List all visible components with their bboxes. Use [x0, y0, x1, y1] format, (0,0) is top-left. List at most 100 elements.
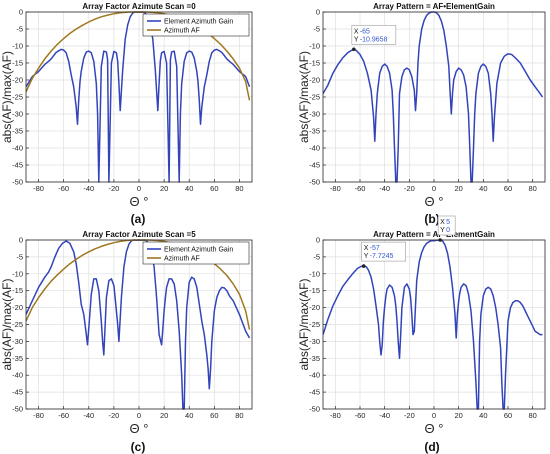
datatip: X 5Y 0 — [437, 215, 456, 242]
y-tick-label: -40 — [309, 144, 320, 153]
panel-caption: (b) — [424, 212, 439, 226]
x-axis-label: Θ ° — [425, 421, 444, 436]
y-tick-label: -5 — [313, 25, 320, 34]
datatip-y-value: -10.9658 — [360, 36, 388, 43]
x-tick-label: 40 — [479, 184, 487, 193]
panel-caption: (a) — [131, 212, 146, 226]
y-tick-label: -5 — [313, 252, 320, 261]
datatip: X -65Y -10.9658 — [351, 24, 397, 52]
y-tick-label: -20 — [12, 303, 23, 312]
chart-legend: Element Azimuth Gain Azimuth AF — [142, 13, 250, 37]
x-tick-label: 60 — [504, 184, 512, 193]
x-tick-label: 40 — [185, 184, 193, 193]
y-tick-label: -30 — [309, 110, 320, 119]
chart-title: Array Pattern = AF•ElementGain — [373, 230, 495, 239]
x-tick-label: -20 — [108, 411, 119, 420]
y-tick-label: -30 — [12, 110, 23, 119]
datatip-x-key: X — [440, 219, 445, 226]
x-tick-label: 80 — [528, 411, 536, 420]
y-tick-label: 0 — [316, 236, 320, 245]
x-tick-label: -60 — [355, 184, 366, 193]
x-tick-label: -80 — [33, 184, 44, 193]
x-tick-label: -40 — [83, 411, 94, 420]
legend-entry: Azimuth AF — [164, 28, 200, 35]
y-tick-label: 0 — [316, 8, 320, 17]
chart-panel-c: -80 -60 -40 -20 0 20 40 60 80 0 -5 -10 -15 -20 -25 -30 -… — [0, 230, 253, 436]
x-tick-label: -80 — [330, 184, 341, 193]
x-tick-label: 80 — [528, 184, 536, 193]
legend-box — [142, 13, 250, 37]
datatip-y-value: -7.7245 — [370, 253, 394, 260]
datatip-x-value: 5 — [446, 219, 450, 226]
legend-box — [142, 241, 250, 265]
datatip-marker — [438, 238, 442, 242]
y-tick-label: 0 — [19, 236, 23, 245]
y-tick-label: -35 — [309, 127, 320, 136]
y-tick-label: -10 — [12, 269, 23, 278]
chart-title: Array Factor Azimute Scan =0 — [82, 2, 196, 11]
x-tick-label: 60 — [210, 184, 218, 193]
y-tick-label: -15 — [12, 59, 23, 68]
x-tick-label: 20 — [454, 184, 462, 193]
x-tick-label: -40 — [379, 184, 390, 193]
y-axis-label: abs(AF)/max(AF) — [0, 51, 14, 143]
x-tick-label: 20 — [454, 411, 462, 420]
panel-caption: (c) — [131, 440, 146, 454]
x-tick-label: -40 — [379, 411, 390, 420]
x-tick-label: 40 — [479, 411, 487, 420]
y-tick-label: -20 — [12, 76, 23, 85]
datatip-y-key: Y — [440, 227, 445, 234]
datatip-y-key: Y — [364, 253, 369, 260]
chart-panel-a: -80 -60 -40 -20 0 20 40 60 80 0 -5 -10 -15 -20 -25 -30 -… — [0, 2, 253, 209]
x-tick-label: 0 — [137, 184, 141, 193]
y-axis-label: abs(AF)/max(AF) — [297, 278, 311, 370]
x-tick-label: 0 — [137, 411, 141, 420]
x-tick-label: 0 — [432, 184, 436, 193]
y-tick-label: -10 — [309, 42, 320, 51]
y-tick-label: -20 — [309, 303, 320, 312]
x-tick-label: 20 — [160, 411, 168, 420]
y-axis-label: abs(AF)/max(AF) — [297, 51, 311, 143]
datatip-y-key: Y — [354, 36, 359, 43]
datatip-x-key: X — [354, 28, 359, 35]
y-tick-label: -50 — [309, 178, 320, 187]
chart-panel-d: -80 -60 -40 -20 0 20 40 60 80 0 -5 -10 -15 -20 -25 -30 -… — [297, 215, 546, 436]
y-tick-label: -50 — [309, 405, 320, 414]
y-tick-label: -25 — [309, 320, 320, 329]
x-axis-label: Θ ° — [130, 421, 149, 436]
chart-title: Array Factor Azimute Scan =5 — [82, 230, 196, 239]
y-tick-label: -50 — [12, 178, 23, 187]
datatip-x-value: -57 — [370, 245, 380, 252]
datatip-box — [351, 24, 397, 45]
datatip-y-value: 0 — [446, 227, 450, 234]
y-axis-label: abs(AF)/max(AF) — [0, 278, 14, 370]
x-tick-label: -20 — [404, 184, 415, 193]
y-tick-label: -50 — [12, 405, 23, 414]
legend-entry: Element Azimuth Gain — [164, 247, 233, 254]
y-tick-label: -40 — [12, 144, 23, 153]
x-tick-label: -80 — [33, 411, 44, 420]
x-tick-label: 60 — [504, 411, 512, 420]
y-tick-label: -30 — [12, 337, 23, 346]
y-tick-label: -20 — [309, 76, 320, 85]
y-tick-label: -30 — [309, 337, 320, 346]
x-axis-label: Θ ° — [130, 194, 149, 209]
x-tick-label: -20 — [404, 411, 415, 420]
panel-caption: (d) — [424, 440, 439, 454]
y-tick-label: -45 — [309, 161, 320, 170]
legend-entry: Azimuth AF — [164, 256, 200, 263]
y-tick-label: -25 — [12, 320, 23, 329]
y-tick-label: -45 — [12, 388, 23, 397]
y-tick-label: -15 — [309, 59, 320, 68]
x-tick-label: -60 — [58, 184, 69, 193]
x-tick-label: -20 — [108, 184, 119, 193]
datatip: X -57Y -7.7245 — [361, 241, 407, 268]
y-tick-label: -25 — [309, 93, 320, 102]
y-tick-label: -40 — [309, 371, 320, 380]
x-tick-label: 80 — [235, 411, 243, 420]
chart-legend: Element Azimuth Gain Azimuth AF — [142, 241, 250, 265]
y-tick-label: 0 — [19, 8, 23, 17]
x-tick-label: -60 — [58, 411, 69, 420]
y-tick-label: -40 — [12, 371, 23, 380]
